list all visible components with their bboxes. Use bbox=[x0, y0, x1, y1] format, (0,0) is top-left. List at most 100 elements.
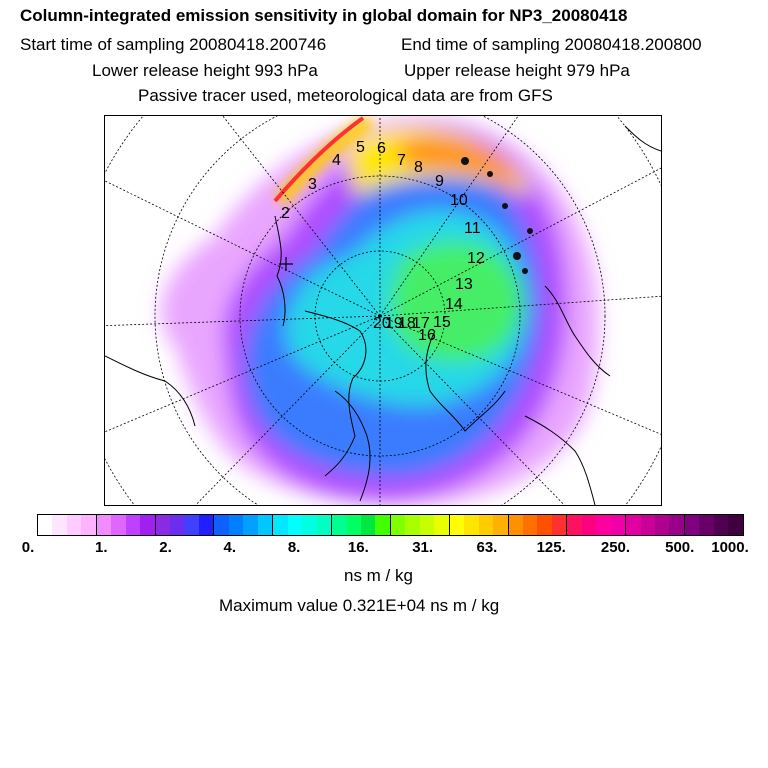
colorbar-cell bbox=[346, 515, 361, 535]
colorbar-cell bbox=[640, 515, 656, 535]
colorbar-cell bbox=[655, 515, 670, 535]
coastal-feature bbox=[487, 171, 493, 177]
coastal-feature bbox=[522, 268, 528, 274]
plume-core bbox=[273, 116, 365, 203]
colorbar-cell bbox=[302, 515, 317, 535]
coastal-feature bbox=[527, 228, 533, 234]
coastal-feature bbox=[513, 252, 521, 260]
colorbar-tick-label: 250. bbox=[600, 539, 631, 556]
trajectory-label: 6 bbox=[377, 140, 386, 157]
coastal-features bbox=[461, 157, 533, 274]
start-sampling-time: Start time of sampling 20080418.200746 bbox=[20, 35, 327, 54]
maximum-value: Maximum value 0.321E+04 ns m / kg bbox=[219, 596, 500, 615]
trajectory-label: 11 bbox=[464, 220, 481, 237]
trajectory-label: 5 bbox=[356, 139, 365, 156]
colorbar-cell bbox=[125, 515, 141, 535]
colorbar-cell bbox=[596, 515, 611, 535]
colorbar-tick-label: 1000. bbox=[711, 539, 749, 556]
release-point-marker bbox=[279, 257, 293, 271]
colorbar-cell bbox=[140, 515, 156, 535]
colorbar-tick-label: 2. bbox=[159, 539, 172, 556]
trajectory-label: 18 bbox=[398, 315, 416, 332]
colorbar-cell bbox=[375, 515, 391, 535]
colorbar-tick-label: 63. bbox=[476, 539, 498, 556]
colorbar-cell bbox=[170, 515, 185, 535]
trajectory-label: 15 bbox=[433, 314, 451, 331]
colorbar-cell bbox=[508, 515, 523, 535]
colorbar-cell bbox=[390, 515, 406, 535]
colorbar-cell bbox=[243, 515, 258, 535]
colorbar-cell bbox=[449, 515, 465, 535]
trajectory-label: 4 bbox=[332, 152, 341, 169]
trajectory-label: 2 bbox=[281, 205, 290, 222]
colorbar-cell bbox=[669, 515, 685, 535]
colorbar-tick-label: 16. bbox=[347, 539, 369, 556]
latitude-circle bbox=[154, 116, 606, 505]
colorbar-cell bbox=[478, 515, 494, 535]
colorbar-tick-label: 31. bbox=[412, 539, 434, 556]
trajectory-label: 13 bbox=[455, 276, 473, 293]
colorbar-cell bbox=[316, 515, 333, 535]
trajectory-label: 10 bbox=[450, 192, 468, 209]
colorbar-cell bbox=[198, 515, 215, 535]
colorbar-cell bbox=[214, 515, 229, 535]
coastline bbox=[524, 415, 596, 505]
coastline bbox=[544, 285, 611, 377]
colorbar-cell bbox=[567, 515, 582, 535]
meridian bbox=[379, 315, 565, 505]
colorbar-cell bbox=[155, 515, 171, 535]
meridian bbox=[105, 315, 381, 327]
colorbar-cell bbox=[273, 515, 288, 535]
coastline bbox=[105, 355, 196, 427]
trajectory-label: 12 bbox=[467, 250, 485, 267]
coastlines bbox=[105, 125, 661, 505]
field-green bbox=[390, 241, 524, 363]
trajectory-label: 20 bbox=[373, 315, 391, 332]
latitude-circle bbox=[239, 175, 521, 457]
trajectory-label: 8 bbox=[414, 159, 423, 176]
map-grid bbox=[105, 116, 661, 505]
meridian bbox=[222, 116, 381, 317]
lower-release-height: Lower release height 993 hPa bbox=[92, 61, 318, 80]
colorbar-cell bbox=[537, 515, 552, 535]
colorbar-cell bbox=[522, 515, 538, 535]
meridian bbox=[105, 180, 381, 317]
colorbar-cell bbox=[610, 515, 627, 535]
trajectory-label: 19 bbox=[385, 315, 403, 332]
colorbar-cell bbox=[699, 515, 714, 535]
page-title: Column-integrated emission sensitivity i… bbox=[20, 6, 628, 25]
colorbar-tick-label: 8. bbox=[287, 539, 301, 556]
colorbar-cell bbox=[332, 515, 347, 535]
colorbar-cell bbox=[464, 515, 479, 535]
colorbar-cell bbox=[257, 515, 274, 535]
colorbar-units: ns m / kg bbox=[344, 566, 413, 585]
coastal-feature bbox=[502, 203, 508, 209]
trajectory-label: 9 bbox=[435, 173, 444, 190]
coastline bbox=[334, 390, 371, 502]
meridian bbox=[379, 167, 661, 317]
colorbar-cell bbox=[405, 515, 420, 535]
colorbar-cell bbox=[228, 515, 244, 535]
map-canvas: 2 3 4 5 6 7 8 9 10 11 12 13 14 15 16 17 … bbox=[105, 116, 661, 505]
trajectory-label: 17 bbox=[412, 315, 430, 332]
colorbar-cell bbox=[581, 515, 597, 535]
tracer-info: Passive tracer used, meteorological data… bbox=[138, 86, 553, 105]
colorbar-cell bbox=[713, 515, 729, 535]
meridian bbox=[379, 116, 519, 317]
colorbar-cell bbox=[493, 515, 509, 535]
end-sampling-time: End time of sampling 20080418.200800 bbox=[401, 35, 702, 54]
plume-left bbox=[274, 116, 374, 206]
colorbar-cell bbox=[684, 515, 700, 535]
colorbar-cell bbox=[360, 515, 376, 535]
colorbar-cell bbox=[434, 515, 450, 535]
colorbar-cell bbox=[287, 515, 303, 535]
coastline bbox=[624, 125, 661, 152]
emission-sensitivity-map: 2 3 4 5 6 7 8 9 10 11 12 13 14 15 16 17 … bbox=[104, 115, 662, 506]
trajectory-labels: 2 3 4 5 6 7 8 9 10 11 12 13 14 15 16 17 … bbox=[281, 139, 485, 344]
colorbar-cell bbox=[626, 515, 641, 535]
meridian bbox=[105, 315, 381, 433]
trajectory-label: 7 bbox=[397, 152, 406, 169]
trajectory-label: 3 bbox=[308, 176, 317, 193]
upper-release-height: Upper release height 979 hPa bbox=[404, 61, 630, 80]
colorbar-tick-label: 0. bbox=[21, 539, 35, 556]
